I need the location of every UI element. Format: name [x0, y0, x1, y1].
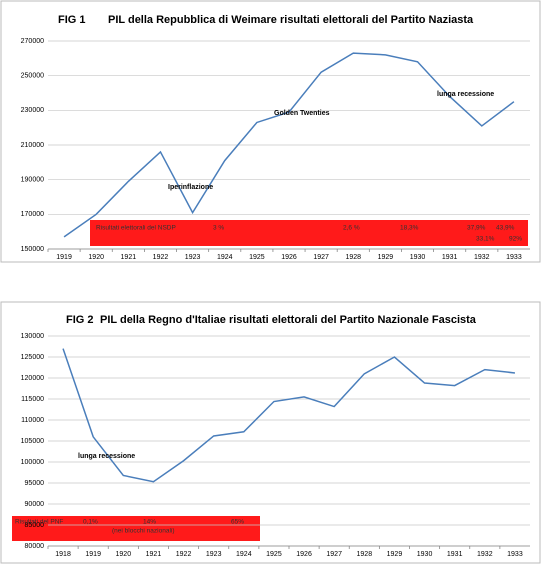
y-tick-label: 170000 [21, 211, 44, 218]
y-tick-label: 115000 [21, 396, 44, 403]
x-tick-label: 1932 [474, 254, 490, 261]
result-label: 43,9% [496, 225, 515, 232]
result-label: 37,9% [467, 225, 486, 232]
y-tick-label: 190000 [21, 177, 44, 184]
x-tick-label: 1930 [410, 254, 426, 261]
fig-label: FIG 1 [58, 14, 86, 26]
y-tick-label: 125000 [21, 354, 44, 361]
result-label: 2,6 % [343, 225, 360, 232]
y-tick-label: 100000 [21, 459, 44, 466]
y-tick-label: 150000 [21, 246, 44, 253]
y-tick-label: 105000 [21, 438, 44, 445]
y-tick-label: 120000 [21, 375, 44, 382]
result-label: 33,1% [476, 236, 495, 243]
x-tick-label: 1921 [121, 254, 137, 261]
results-box [12, 516, 260, 541]
x-tick-label: 1926 [281, 254, 297, 261]
y-tick-label: 95000 [25, 480, 45, 487]
data-line [63, 52, 515, 238]
x-tick-label: 1923 [185, 254, 201, 261]
x-tick-label: 1932 [477, 551, 493, 558]
annotation: lunga recessione [78, 453, 135, 460]
annotation: Golden Twenties [274, 110, 330, 117]
x-tick-label: 1930 [417, 551, 433, 558]
x-tick-label: 1920 [116, 551, 132, 558]
result-label: Risultati elettorali del NSDP [96, 225, 176, 232]
results-box [90, 220, 528, 246]
x-tick-label: 1931 [447, 551, 463, 558]
x-tick-label: 1920 [88, 254, 104, 261]
x-tick-label: 1924 [236, 551, 252, 558]
x-tick-label: 1924 [217, 254, 233, 261]
x-tick-label: 1928 [345, 254, 361, 261]
x-tick-label: 1918 [55, 551, 71, 558]
x-tick-label: 1929 [378, 254, 394, 261]
x-tick-label: 1927 [326, 551, 342, 558]
x-tick-label: 1933 [507, 551, 523, 558]
y-tick-label: 85000 [25, 522, 45, 529]
y-tick-label: 270000 [21, 38, 44, 45]
y-tick-label: 250000 [21, 73, 44, 80]
result-label: 18,3% [400, 225, 419, 232]
annotation: lunga recessione [437, 91, 494, 98]
x-tick-label: 1923 [206, 551, 222, 558]
x-tick-label: 1925 [266, 551, 282, 558]
x-tick-label: 1919 [85, 551, 101, 558]
result-label: 14% [143, 519, 156, 526]
y-tick-label: 210000 [21, 142, 44, 149]
y-tick-label: 80000 [25, 543, 45, 550]
y-tick-label: 110000 [21, 417, 44, 424]
x-tick-label: 1928 [357, 551, 373, 558]
result-label: 3 % [213, 225, 224, 232]
x-tick-label: 1931 [442, 254, 458, 261]
y-tick-label: 90000 [25, 501, 45, 508]
x-tick-label: 1926 [296, 551, 312, 558]
x-tick-label: 1925 [249, 254, 265, 261]
result-label: 92% [509, 236, 522, 243]
x-tick-label: 1922 [153, 254, 169, 261]
x-tick-label: 1927 [313, 254, 329, 261]
result-label: (nei blocchi nazionali) [112, 528, 175, 535]
result-label: 65% [231, 519, 244, 526]
annotation: Iperinflazione [168, 184, 213, 191]
x-tick-label: 1933 [506, 254, 522, 261]
chart-title: PIL della Repubblica di Weimare risultat… [108, 14, 474, 26]
y-tick-label: 130000 [21, 333, 44, 340]
fig-label: FIG 2 [66, 314, 94, 326]
x-tick-label: 1922 [176, 551, 192, 558]
result-label: 0,1% [83, 519, 98, 526]
result-label: Risultati del PNF [15, 519, 63, 526]
x-tick-label: 1929 [387, 551, 403, 558]
chart-title: PIL della Regno d'Italiae risultati elet… [100, 314, 477, 326]
x-tick-label: 1919 [56, 254, 72, 261]
data-line [62, 348, 516, 483]
x-tick-label: 1921 [146, 551, 162, 558]
y-tick-label: 230000 [21, 107, 44, 114]
